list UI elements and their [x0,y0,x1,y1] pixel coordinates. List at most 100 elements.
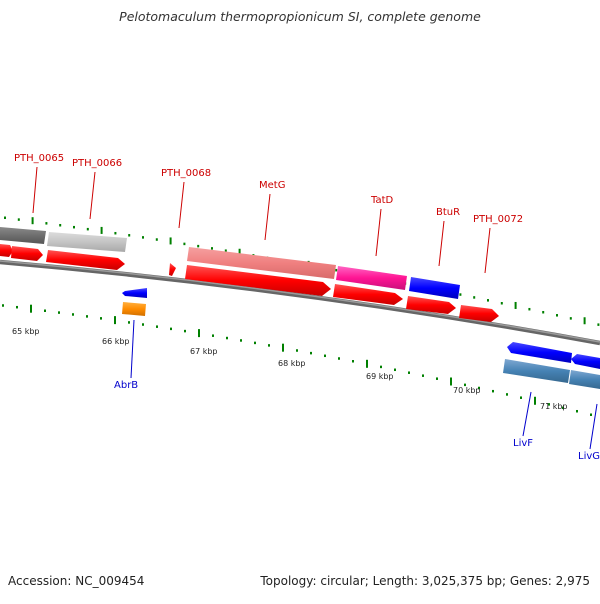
inner-tick [380,365,382,369]
callout-line [375,208,382,257]
inner-tick [366,359,368,368]
inner-tick [240,339,242,342]
gene-btur-tile [409,277,460,299]
gene-livf-tile [503,359,570,383]
outer-tick [4,216,6,220]
gene-pth0066-light-tile [47,232,127,252]
outer-tick [169,237,172,245]
callout-line [130,319,135,379]
topology-text: Topology: circular; Length: 3,025,375 bp… [260,574,590,588]
inner-tick [254,341,256,345]
outer-tick [183,242,186,246]
callout-line [32,166,38,214]
outer-tick [583,317,586,325]
gene-arrow-pth0066 [46,250,125,270]
outer-tick [335,268,338,272]
gene-arrow-pth0072 [459,305,499,322]
genome-backbone [0,259,600,346]
gene-metg-tile [187,247,336,279]
gene-label: PTH_0065 [14,153,64,164]
inner-tick [352,360,354,363]
outer-tick [514,301,517,309]
outer-tick [142,236,144,239]
callout-line [589,403,598,450]
inner-tick [464,383,466,387]
callout-line [484,227,491,274]
gene-arrow-pth0068 [169,263,176,276]
gene-label: LivG [578,451,600,462]
inner-tick [506,393,508,396]
inner-tick [114,316,116,325]
outer-tick [459,293,462,296]
inner-tick [2,304,4,307]
outer-tick [556,314,558,317]
outer-tick [45,222,48,225]
gene-label: BtuR [436,207,460,218]
inner-tick [310,351,312,355]
gene-pth0065-grey-tile [0,227,46,244]
kbp-label: 66 kbp [102,337,130,346]
inner-tick [548,403,550,406]
gene-label: PTH_0068 [161,168,211,179]
gene-label: TatD [370,195,394,206]
inner-tick [450,377,452,386]
gene-arrow-pth0065 [11,246,43,261]
inner-tick [268,344,270,347]
inner-tick [86,315,88,318]
genome-backbone-highlight [0,260,600,343]
inner-tick [30,304,32,313]
inner-tick [296,349,298,352]
inner-tick [142,323,144,326]
kbp-label: 71 kbp [540,402,568,411]
inner-tick [100,317,102,320]
outer-tick [100,226,103,234]
gene-arrow-0 [0,244,13,257]
outer-tick [473,296,476,299]
kbp-label: 70 kbp [453,386,481,395]
gene-label: AbrB [114,380,138,391]
inner-tick [16,305,18,309]
callout-line [264,193,271,241]
outer-tick [59,223,62,227]
inner-tick [282,343,284,352]
inner-tick [72,313,74,316]
kbp-label: 67 kbp [190,347,218,356]
gene-livf-arrow [507,342,572,363]
outer-tick [542,310,545,314]
inner-tick-track [2,304,592,416]
gene-label: PTH_0072 [473,214,523,225]
outer-tick [155,238,158,241]
page-title: Pelotomaculum thermopropionicum SI, comp… [119,9,481,24]
callout-line [89,171,96,220]
inner-tick [422,374,424,377]
gene-abrb-arrow [122,288,147,298]
outer-tick [487,299,489,302]
kbp-label: 69 kbp [366,372,394,381]
inner-tick [198,329,200,338]
gene-arrow-tatd [333,284,403,305]
inner-tick [324,354,326,358]
outer-tick [528,307,531,311]
inner-tick [44,309,46,312]
gene-label: MetG [259,180,285,191]
callout-line [438,220,445,267]
inner-tick [128,321,130,324]
kbp-label: 65 kbp [12,327,40,336]
gene-arrow-metg [185,265,331,296]
inner-tick [170,327,172,331]
inner-tick [212,334,214,337]
inner-tick [492,389,494,393]
inner-tick [226,336,228,340]
outer-tick [17,218,20,221]
outer-tick [86,227,89,231]
gene-arrow-btur [406,296,456,314]
accession-text: Accession: NC_009454 [8,574,145,588]
callout-line [178,181,185,229]
gene-callouts: PTH_0065 PTH_0066 PTH_0068 MetG TatD BtuR PTH_… [14,153,600,462]
inner-tick [590,413,592,416]
outer-tick [31,217,34,225]
inner-tick [156,325,158,328]
inner-tick [436,377,438,380]
inner-tick [408,371,410,374]
